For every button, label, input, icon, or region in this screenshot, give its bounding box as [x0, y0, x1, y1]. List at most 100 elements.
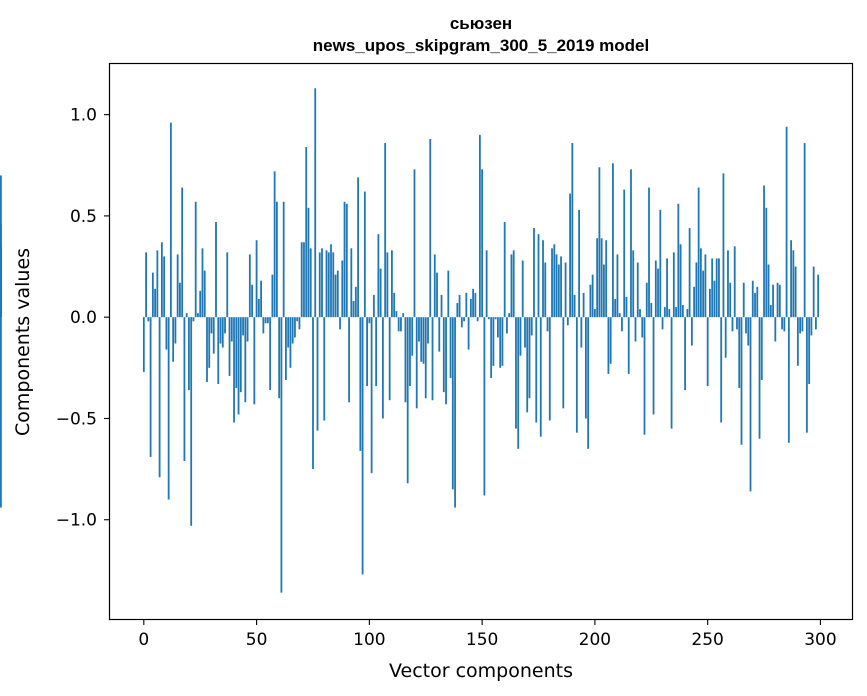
bar — [787, 317, 790, 443]
bar — [731, 317, 734, 332]
y-tick-label: −1.0 — [56, 511, 97, 531]
bar — [614, 298, 617, 318]
bar — [237, 317, 240, 415]
bar — [763, 185, 765, 318]
bar — [729, 282, 732, 318]
bar — [433, 254, 436, 318]
bar — [695, 262, 698, 318]
bar — [715, 258, 718, 318]
bar — [609, 317, 612, 364]
bar — [792, 250, 795, 318]
bar — [384, 143, 387, 318]
bar — [451, 317, 454, 490]
bar — [269, 317, 272, 391]
bar — [794, 266, 797, 318]
bar — [312, 317, 314, 470]
bar — [533, 228, 535, 318]
bar — [472, 288, 474, 318]
bar — [208, 317, 211, 368]
bar — [519, 317, 522, 356]
bar — [566, 317, 569, 326]
bar — [246, 317, 249, 342]
bar — [593, 309, 596, 318]
bar — [666, 258, 668, 318]
bar — [672, 252, 675, 318]
bar — [409, 317, 411, 387]
bar — [271, 274, 274, 318]
bar — [395, 311, 398, 318]
bar — [542, 240, 544, 318]
bar — [754, 292, 756, 318]
bar — [551, 248, 553, 318]
bar — [596, 238, 599, 318]
bar — [190, 317, 193, 526]
bar — [783, 317, 786, 332]
bar — [736, 317, 738, 330]
bar — [354, 286, 357, 318]
bar — [562, 317, 565, 409]
bar — [248, 254, 251, 318]
bar — [652, 317, 655, 415]
bar — [400, 317, 402, 332]
bar — [219, 317, 222, 344]
bar — [325, 250, 328, 318]
bar — [370, 317, 373, 474]
bar — [670, 317, 673, 429]
bar — [668, 309, 671, 318]
bars-group — [0, 88, 820, 593]
bar — [379, 268, 382, 318]
bar — [616, 254, 619, 318]
bar — [287, 317, 290, 348]
bar — [751, 280, 754, 318]
bar — [363, 191, 366, 318]
bar — [413, 169, 416, 318]
bar — [612, 163, 614, 318]
bar — [756, 286, 759, 318]
bar — [406, 317, 409, 484]
bar — [278, 317, 281, 399]
bar — [634, 317, 637, 342]
bar — [357, 177, 359, 318]
bar — [702, 270, 705, 318]
bar — [345, 203, 348, 318]
x-tick-label: 300 — [804, 630, 836, 650]
bar — [497, 317, 499, 338]
bar — [197, 313, 199, 318]
bar — [573, 294, 576, 318]
bar — [167, 317, 170, 500]
bar — [776, 282, 779, 318]
y-tick-label: 1.0 — [70, 106, 97, 126]
bar — [621, 317, 623, 332]
bar — [510, 254, 513, 318]
bar — [578, 209, 580, 318]
bar — [230, 317, 233, 342]
bar — [203, 270, 206, 318]
bar — [690, 317, 693, 346]
bar — [627, 317, 630, 374]
bar — [548, 317, 551, 421]
x-tick-label: 50 — [246, 630, 268, 650]
bar — [740, 317, 743, 445]
bar — [440, 294, 443, 318]
bar — [169, 122, 172, 318]
bar — [296, 317, 299, 322]
bar — [584, 317, 587, 419]
bar — [557, 264, 560, 318]
bar — [724, 317, 727, 358]
bar — [661, 317, 664, 330]
bar — [632, 250, 635, 318]
bar — [524, 317, 526, 348]
plot-frame — [108, 62, 854, 621]
bar — [560, 256, 562, 318]
bar — [336, 270, 339, 318]
bar — [350, 248, 353, 318]
bar — [713, 280, 716, 318]
bar — [569, 193, 571, 318]
bar — [206, 317, 208, 383]
bar — [587, 317, 590, 449]
bar — [368, 317, 371, 324]
bar — [663, 307, 666, 318]
bar — [427, 317, 429, 344]
bar — [654, 260, 657, 318]
